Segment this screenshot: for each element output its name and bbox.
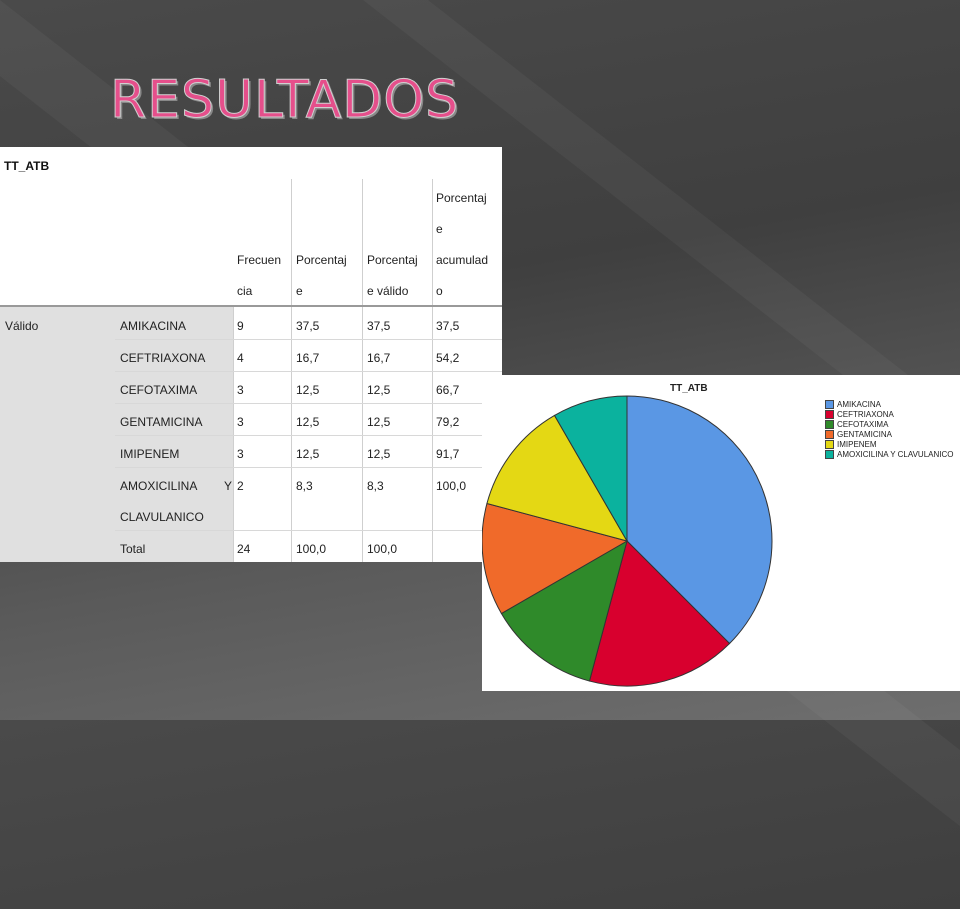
legend-item: GENTAMICINA	[825, 429, 892, 439]
cell-porcentaje-acumulado: 66,7	[436, 383, 460, 397]
chart-title: TT_ATB	[670, 383, 708, 394]
row-divider	[115, 403, 502, 404]
header-porcentaje-acumulado-3: acumulad	[436, 253, 489, 267]
row-divider	[115, 339, 502, 340]
row-label-line1: AMOXICILINA Y	[120, 479, 232, 493]
header-frecuencia-2: cia	[237, 284, 253, 298]
cell-porcentaje-valido: 16,7	[367, 351, 391, 365]
pie-slice-amoxicilina-y-clavulanico	[553, 395, 628, 543]
column-divider	[362, 307, 363, 562]
row-label: CEFOTAXIMA	[120, 383, 198, 397]
cell-porcentaje: 16,7	[296, 351, 320, 365]
cell-frecuencia: 3	[237, 415, 244, 429]
pie-slice-gentamicina	[482, 502, 629, 615]
pie-slice-ceftriaxona	[588, 540, 731, 687]
legend-swatch	[825, 419, 834, 429]
total-porcentaje: 100,0	[296, 542, 327, 556]
table-title: TT_ATB	[4, 159, 50, 173]
pie-chart-panel: TT_ATB AMIKACINA CEFTRIAXONA CEFOTAXIMA GEN…	[482, 375, 960, 691]
cell-porcentaje-acumulado: 91,7	[436, 447, 460, 461]
row-label-line2: CLAVULANICO	[120, 510, 204, 524]
pie-slice-amikacina	[626, 395, 773, 645]
legend-swatch	[825, 429, 834, 439]
pie-slice-cefotaxima	[500, 539, 628, 682]
header-porcentaje-valido-2: e válido	[367, 284, 409, 298]
column-divider	[432, 307, 433, 562]
cell-porcentaje: 37,5	[296, 319, 320, 333]
cell-porcentaje-acumulado: 54,2	[436, 351, 460, 365]
header-divider	[0, 305, 502, 307]
frequency-table: TT_ATB Frecuen cia Porcentaj e Porcentaj…	[0, 147, 502, 562]
group-label: Válido	[5, 319, 39, 333]
cell-frecuencia: 3	[237, 383, 244, 397]
total-porcentaje-valido: 100,0	[367, 542, 398, 556]
legend-label: AMOXICILINA Y CLAVULANICO	[837, 449, 954, 459]
row-divider	[115, 371, 502, 372]
cell-porcentaje: 8,3	[296, 479, 313, 493]
header-porcentaje-2: e	[296, 284, 303, 298]
header-porcentaje-acumulado-1: Porcentaj	[436, 191, 487, 205]
row-stub-column	[0, 307, 233, 562]
cell-porcentaje-valido: 8,3	[367, 479, 384, 493]
legend-swatch	[825, 409, 834, 419]
legend-swatch	[825, 449, 834, 459]
column-divider	[362, 179, 363, 305]
header-porcentaje-acumulado-2: e	[436, 222, 443, 236]
header-porcentaje-1: Porcentaj	[296, 253, 347, 267]
total-frecuencia: 24	[237, 542, 251, 556]
total-label: Total	[120, 542, 146, 556]
column-divider	[291, 179, 292, 305]
cell-porcentaje-acumulado: 37,5	[436, 319, 460, 333]
cell-frecuencia: 3	[237, 447, 244, 461]
row-divider	[115, 530, 502, 531]
legend-item: CEFTRIAXONA	[825, 409, 894, 419]
legend-item: AMIKACINA	[825, 399, 881, 409]
slide-title: RESULTADOS	[109, 70, 460, 131]
legend-item: AMOXICILINA Y CLAVULANICO	[825, 449, 953, 459]
row-label: CEFTRIAXONA	[120, 351, 206, 365]
cell-frecuencia: 9	[237, 319, 244, 333]
cell-frecuencia: 4	[237, 351, 244, 365]
row-divider	[115, 435, 502, 436]
cell-porcentaje: 12,5	[296, 383, 320, 397]
cell-porcentaje-valido: 12,5	[367, 447, 391, 461]
column-divider	[233, 307, 234, 562]
column-divider	[432, 179, 433, 305]
cell-porcentaje-valido: 37,5	[367, 319, 391, 333]
legend-label: CEFOTAXIMA	[837, 419, 889, 429]
column-divider	[291, 307, 292, 562]
legend-label: AMIKACINA	[837, 399, 882, 409]
row-label: IMIPENEM	[120, 447, 180, 461]
header-porcentaje-acumulado-4: o	[436, 284, 443, 298]
row-label: AMIKACINA	[120, 319, 187, 333]
legend-swatch	[825, 399, 834, 409]
cell-porcentaje-acumulado: 100,0	[436, 479, 467, 493]
row-label: GENTAMICINA	[120, 415, 203, 429]
pie-slice-imipenem	[486, 414, 629, 542]
cell-porcentaje-valido: 12,5	[367, 383, 391, 397]
cell-porcentaje-valido: 12,5	[367, 415, 391, 429]
row-divider	[115, 467, 502, 468]
legend-item: CEFOTAXIMA	[825, 419, 888, 429]
legend-label: CEFTRIAXONA	[837, 409, 894, 419]
legend-item: IMIPENEM	[825, 439, 877, 449]
header-porcentaje-valido-1: Porcentaj	[367, 253, 418, 267]
legend-label: IMIPENEM	[837, 439, 877, 449]
legend-swatch	[825, 439, 834, 449]
pie-chart	[482, 395, 773, 687]
legend-label: GENTAMICINA	[837, 429, 892, 439]
cell-porcentaje-acumulado: 79,2	[436, 415, 460, 429]
header-frecuencia-1: Frecuen	[237, 253, 282, 267]
cell-porcentaje: 12,5	[296, 447, 320, 461]
cell-porcentaje: 12,5	[296, 415, 320, 429]
cell-frecuencia: 2	[237, 479, 244, 493]
